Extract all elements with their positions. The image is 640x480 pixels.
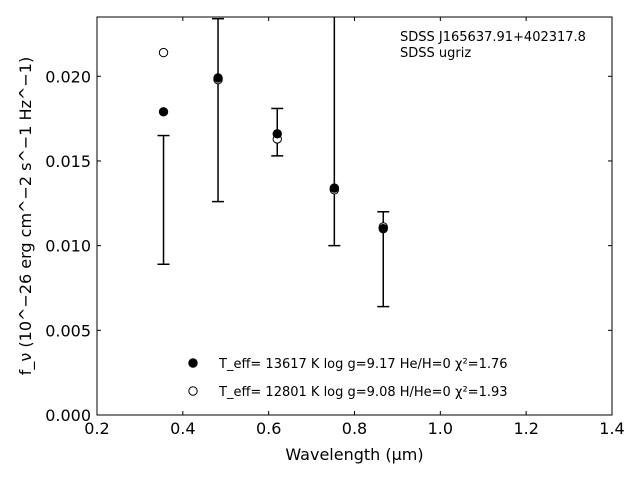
y-tick-label: 0.010	[45, 237, 91, 256]
error-bar	[328, 17, 341, 247]
point-filled-model	[158, 107, 169, 117]
data-markers	[158, 47, 388, 234]
y-axis-label: f_ν (10^−26 erg cm^−2 s^−1 Hz^−1)	[16, 57, 36, 375]
x-tick-label: 0.8	[342, 419, 367, 438]
y-tick-label: 0.015	[45, 152, 91, 171]
error-bar	[157, 134, 170, 266]
point-open-model	[158, 47, 169, 58]
legend: T_eff= 13617 K log g=9.17 He/H=0 χ²=1.76…	[188, 357, 508, 400]
legend-marker-filled	[188, 358, 198, 368]
axis-ticks: 0.2 0.4 0.6 0.8 1.0 1.2 1.4 0.000 0.005 0.010 0.01…	[45, 17, 625, 438]
legend-label-series-1: T_eff= 13617 K log g=9.17 He/H=0 χ²=1.76	[218, 357, 508, 372]
x-tick-label: 1.2	[513, 419, 538, 438]
x-tick-label: 0.6	[256, 419, 281, 438]
x-tick-label: 1.4	[599, 419, 624, 438]
point-filled-model	[378, 224, 388, 234]
error-bars	[157, 17, 390, 308]
legend-label-series-2: T_eff= 12801 K log g=9.08 H/He=0 χ²=1.93	[218, 385, 508, 400]
point-filled-model	[329, 183, 340, 193]
y-tick-label: 0.000	[45, 406, 91, 425]
y-tick-label: 0.020	[45, 67, 91, 86]
x-tick-label: 0.2	[84, 419, 109, 438]
point-filled-model	[213, 73, 223, 83]
legend-marker-open	[188, 386, 198, 396]
x-tick-label: 1.0	[428, 419, 453, 438]
y-tick-label: 0.005	[45, 321, 91, 340]
error-bar	[212, 17, 225, 203]
point-filled-model	[272, 129, 282, 139]
x-axis-label: Wavelength (μm)	[285, 445, 423, 464]
x-tick-label: 0.4	[170, 419, 195, 438]
plot-frame	[96, 16, 613, 416]
annotation-line-2: SDSS ugriz	[400, 46, 471, 61]
annotation-line-1: SDSS J165637.91+402317.8	[400, 30, 586, 45]
